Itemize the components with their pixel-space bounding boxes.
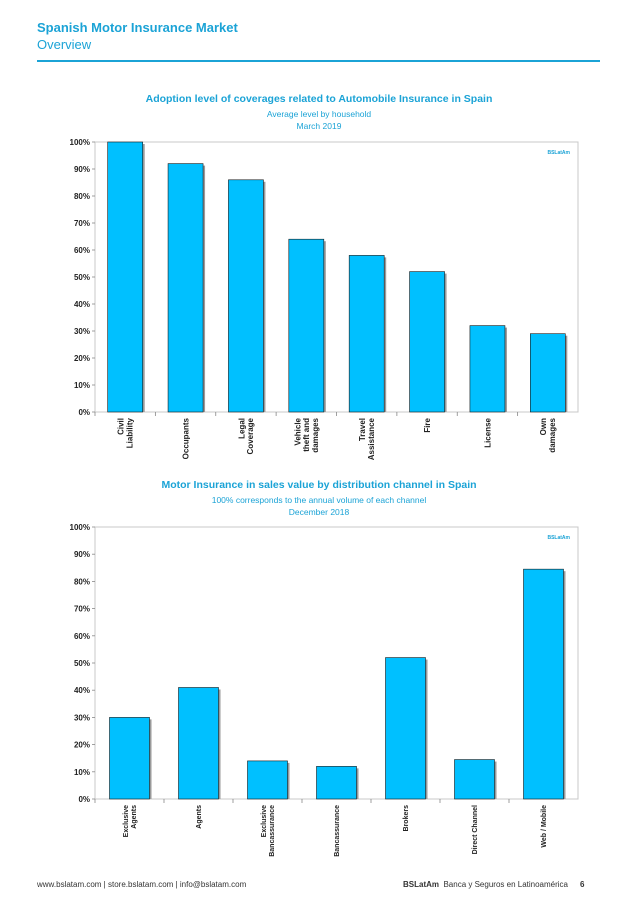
chart2-category-label: Direct Channel (472, 805, 479, 854)
chart2-ytick-label: 80% (74, 577, 90, 586)
chart1-bar (409, 271, 445, 413)
footer-brand: BSLatAm Banca y Seguros en Latinoamérica (403, 880, 568, 889)
chart2-category-label: ExclusiveBancassurance (261, 805, 276, 857)
chart1-ytick-label: 10% (74, 381, 90, 390)
footer-links[interactable]: www.bslatam.com | store.bslatam.com | in… (37, 880, 247, 889)
chart1-ytick-label: 80% (74, 192, 90, 201)
chart1-category-label: Fire (423, 417, 432, 432)
chart2-ytick-label: 70% (74, 605, 90, 614)
chart1-bar (530, 333, 566, 413)
chart2-subtitle: 100% corresponds to the annual volume of… (211, 495, 427, 505)
chart2-bar (178, 687, 219, 800)
chart2-ytick-label: 30% (74, 713, 90, 722)
chart1-ytick-label: 70% (74, 219, 90, 228)
header-subtitle: Overview (37, 37, 92, 52)
chart2-date: December 2018 (288, 507, 350, 517)
header-title: Spanish Motor Insurance Market (37, 20, 238, 35)
chart1-subtitle: Average level by household (266, 109, 372, 119)
chart1-bar (228, 179, 264, 413)
chart1-category-label: LegalCoverage (237, 417, 255, 454)
chart1-ytick-label: 0% (78, 408, 90, 417)
chart2-title: Motor Insurance in sales value by distri… (161, 479, 477, 491)
chart2-ytick-label: 10% (74, 768, 90, 777)
chart1-date: March 2019 (296, 121, 342, 131)
chart1-category-label: CivilLiability (117, 417, 135, 448)
chart2-category-label: Web / Mobile (541, 805, 548, 848)
chart2-ytick-label: 60% (74, 632, 90, 641)
distribution-channel-chart: 0% 10% 20% 30% 40% 50% 60% 70% 80% 90% 100% BSLatAm… (70, 523, 579, 857)
chart2-bar (454, 759, 495, 800)
chart1-bar (107, 141, 143, 413)
chart1-bar (348, 255, 385, 413)
chart2-category-label: Agents (196, 805, 203, 829)
chart1-category-label: Vehicletheft anddamages (293, 417, 320, 452)
footer-brand-text: Banca y Seguros en Latinoamérica (443, 880, 568, 889)
chart2-bar (523, 568, 564, 800)
chart2-watermark: BSLatAm (547, 535, 570, 541)
chart1-bar (469, 325, 506, 413)
footer-brand-name: BSLatAm (403, 880, 440, 889)
header-rule (37, 60, 600, 62)
chart2-ytick-label: 100% (70, 523, 90, 532)
chart1-ytick-label: 100% (70, 138, 90, 147)
chart1-bar (288, 238, 325, 413)
page-number: 6 (580, 880, 585, 889)
chart1-category-label: Owndamages (539, 417, 557, 452)
chart1-category-label: License (483, 417, 492, 447)
chart1-bar (167, 163, 204, 413)
chart1-ytick-label: 90% (74, 165, 90, 174)
chart2-ytick-label: 20% (74, 741, 90, 750)
coverage-adoption-chart: 0% 10% 20% 30% 40% 50% 60% 70% 80% 90% 100% BSLatAm… (70, 138, 579, 460)
chart1-category-label: Occupants (181, 417, 190, 459)
chart2-ytick-label: 0% (78, 795, 90, 804)
chart1-ytick-label: 60% (74, 246, 90, 255)
chart1-ytick-label: 50% (74, 273, 90, 282)
chart1-category-label: TravelAssistance (358, 417, 376, 460)
chart1-ytick-label: 40% (74, 300, 90, 309)
chart2-ytick-label: 90% (74, 550, 90, 559)
chart2-bar (385, 657, 426, 800)
chart1-ytick-label: 30% (74, 327, 90, 336)
chart2-plot-area (94, 526, 579, 800)
chart1-ytick-label: 20% (74, 354, 90, 363)
chart2-category-label: ExclusiveAgents (123, 805, 138, 837)
chart2-category-label: Brokers (403, 805, 410, 832)
chart2-category-label: Bancassurance (334, 805, 341, 857)
chart2-ytick-label: 50% (74, 659, 90, 668)
chart2-ytick-label: 40% (74, 686, 90, 695)
chart2-bar (316, 766, 357, 800)
chart1-watermark: BSLatAm (547, 150, 570, 156)
chart2-bar (109, 717, 150, 800)
chart2-bar (247, 760, 288, 800)
chart1-title: Adoption level of coverages related to A… (145, 93, 493, 105)
